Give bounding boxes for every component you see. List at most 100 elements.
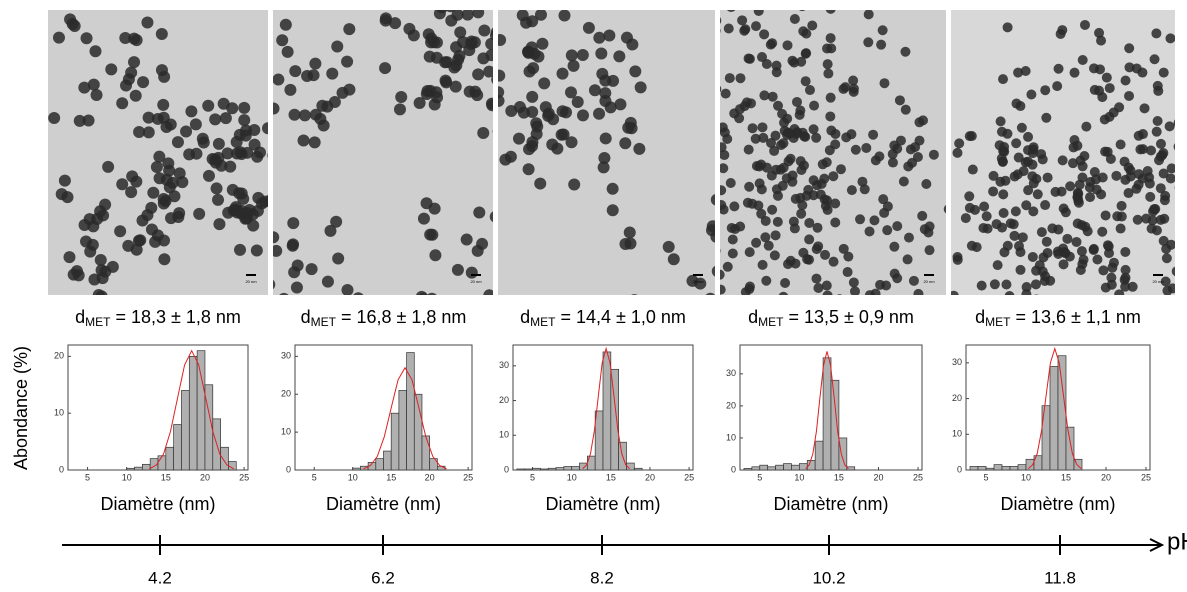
particle [811,180,822,191]
particle [706,220,715,233]
particle [830,198,841,209]
particle [157,111,170,124]
particle [1080,357,1090,367]
particle [997,156,1008,167]
particle [865,391,875,401]
particle [999,141,1010,152]
particle [1020,66,1031,77]
particle [620,31,633,44]
particle [52,31,65,44]
particle [1173,119,1175,127]
particle [1000,175,1011,186]
particle [889,376,899,386]
particle [838,83,849,94]
histogram-bar [798,463,808,471]
particle [800,76,811,87]
particle [153,172,166,185]
particle [485,49,493,62]
particle [1060,207,1071,218]
particle [1006,294,1012,295]
particle [119,31,132,44]
particle [1062,233,1073,244]
particle [276,34,289,47]
particle [172,211,185,224]
particle [825,111,836,122]
particle [828,256,839,267]
particle [712,345,722,355]
particle [743,144,754,155]
x-tick-label: 10 [122,472,132,482]
particle [603,29,616,42]
particle [451,263,464,276]
particle [395,90,408,103]
particle [1013,241,1024,252]
x-tick-label: 10 [794,472,804,482]
particle [1096,35,1107,46]
particle [451,10,464,21]
particle [1023,185,1034,196]
particle [662,240,675,253]
particle [1003,299,1013,309]
particle [778,138,789,149]
particle [498,86,505,99]
particle [1028,206,1039,217]
particle [427,292,437,295]
particle [498,34,507,47]
histogram-bar [791,464,800,471]
particle [353,292,364,295]
particle [1078,341,1088,351]
particle [929,394,939,404]
particle [230,136,243,149]
particle [762,342,772,352]
histogram-bar [165,446,175,471]
histogram-bar [610,368,620,471]
particle [606,204,619,217]
particle [876,39,887,50]
particle [951,290,959,295]
particle [556,105,569,118]
annotation-symbol: d [748,307,758,327]
particle [1073,197,1084,208]
particle [1077,54,1088,65]
particle [431,91,444,104]
particle [96,272,109,285]
particle [726,222,737,233]
x-tick-label: 10 [567,472,577,482]
particle [795,156,806,167]
particle [217,97,230,110]
particle [157,98,170,111]
particle [517,0,529,1]
particle [86,238,99,251]
particle [878,194,889,205]
particle [1125,335,1135,345]
particle [221,147,234,160]
particle [1106,279,1117,290]
particle [6,293,18,305]
particle [125,66,138,79]
particle [1027,251,1038,262]
histogram-bar [406,352,415,471]
particle [619,137,632,150]
particle [1079,151,1090,162]
particle [1159,195,1170,206]
particle [898,176,909,187]
particle [189,118,202,131]
particle [105,63,118,76]
particle [830,128,841,139]
particle [307,69,320,82]
particle [1021,282,1032,293]
particle [1133,130,1144,141]
particle [976,280,987,291]
particle [12,233,24,245]
particle [1139,103,1150,114]
particle [1013,152,1024,163]
particle [308,136,321,149]
particle [995,298,1005,308]
particle [1146,223,1157,234]
particle [893,0,903,6]
histogram-bar [1049,366,1059,471]
particle [565,49,578,62]
histogram-bar [516,468,526,471]
particle [526,90,539,103]
particle [1158,67,1169,78]
